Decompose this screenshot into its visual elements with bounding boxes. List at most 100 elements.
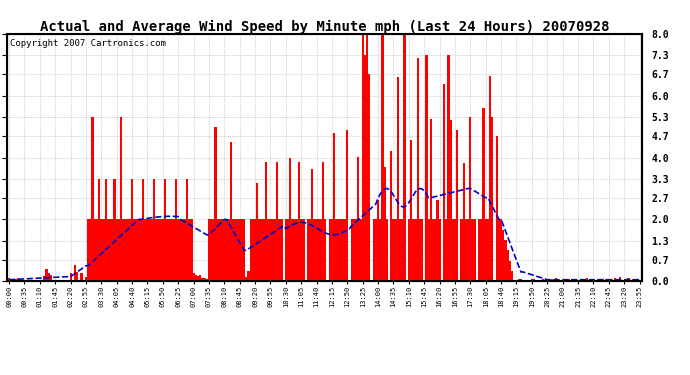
Bar [373, 219, 375, 281]
Bar [254, 219, 256, 281]
Bar [549, 280, 551, 281]
Bar [339, 219, 342, 281]
Bar [124, 219, 126, 281]
Bar [193, 273, 195, 281]
Bar [634, 280, 636, 281]
Bar [298, 162, 300, 281]
Bar [551, 279, 553, 281]
Bar [375, 219, 377, 281]
Bar [98, 179, 100, 281]
Bar [571, 280, 573, 281]
Bar [575, 280, 577, 281]
Bar [473, 219, 476, 281]
Bar [355, 219, 357, 281]
Bar [353, 219, 355, 281]
Bar [421, 219, 423, 281]
Bar [129, 219, 131, 281]
Bar [48, 273, 50, 281]
Bar [471, 219, 473, 281]
Bar [384, 167, 386, 281]
Bar [380, 219, 382, 281]
Bar [335, 219, 337, 281]
Bar [113, 179, 116, 281]
Bar [157, 219, 159, 281]
Bar [274, 219, 276, 281]
Bar [638, 280, 640, 281]
Bar [144, 219, 146, 281]
Bar [425, 56, 428, 281]
Bar [201, 278, 204, 281]
Bar [289, 158, 291, 281]
Bar [315, 219, 317, 281]
Bar [137, 219, 140, 281]
Bar [140, 219, 142, 281]
Bar [511, 271, 513, 281]
Bar [285, 219, 287, 281]
Bar [449, 120, 452, 281]
Bar [172, 219, 175, 281]
Bar [111, 219, 113, 281]
Bar [436, 200, 439, 281]
Bar [342, 219, 344, 281]
Bar [417, 58, 419, 281]
Bar [344, 219, 346, 281]
Bar [175, 179, 177, 281]
Bar [531, 279, 533, 281]
Bar [359, 219, 362, 281]
Bar [8, 278, 10, 281]
Bar [586, 278, 588, 281]
Bar [261, 219, 263, 281]
Bar [302, 219, 304, 281]
Bar [419, 219, 421, 281]
Bar [482, 108, 484, 281]
Bar [401, 219, 404, 281]
Bar [509, 261, 511, 281]
Bar [161, 219, 164, 281]
Bar [118, 219, 120, 281]
Bar [287, 219, 289, 281]
Bar [328, 219, 331, 281]
Bar [456, 130, 458, 281]
Bar [206, 279, 208, 281]
Bar [135, 219, 137, 281]
Bar [489, 76, 491, 281]
Bar [278, 219, 280, 281]
Bar [291, 219, 293, 281]
Bar [263, 219, 265, 281]
Bar [293, 219, 296, 281]
Bar [276, 162, 278, 281]
Bar [204, 278, 206, 281]
Bar [346, 130, 348, 281]
Bar [12, 280, 14, 281]
Bar [393, 219, 395, 281]
Bar [542, 279, 544, 281]
Bar [120, 117, 122, 281]
Bar [258, 219, 261, 281]
Bar [228, 219, 230, 281]
Bar [215, 127, 217, 281]
Bar [445, 219, 447, 281]
Bar [267, 219, 269, 281]
Bar [102, 219, 105, 281]
Bar [382, 34, 384, 281]
Bar [210, 219, 213, 281]
Bar [564, 280, 566, 281]
Bar [170, 219, 172, 281]
Bar [377, 200, 380, 281]
Bar [81, 273, 83, 281]
Bar [614, 278, 616, 281]
Bar [245, 277, 248, 281]
Bar [495, 136, 497, 281]
Bar [397, 77, 399, 281]
Bar [581, 280, 584, 281]
Bar [362, 34, 364, 281]
Bar [415, 219, 417, 281]
Bar [256, 183, 258, 281]
Bar [272, 219, 274, 281]
Bar [500, 219, 502, 281]
Bar [243, 219, 245, 281]
Bar [553, 279, 555, 281]
Bar [502, 230, 504, 281]
Bar [608, 280, 610, 281]
Bar [92, 117, 94, 281]
